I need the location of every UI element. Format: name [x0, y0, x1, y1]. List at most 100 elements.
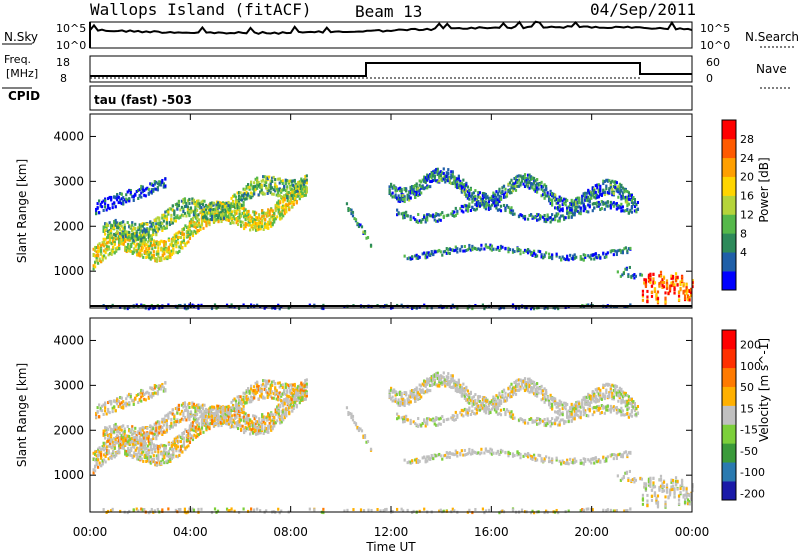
velocity-cell — [144, 432, 147, 436]
power-cell — [261, 215, 264, 219]
power-cell — [263, 192, 266, 196]
power-cell — [262, 175, 265, 179]
power-cell — [158, 218, 161, 222]
velocity-cell — [163, 451, 166, 455]
power-cell — [194, 225, 198, 229]
velocity-cell — [161, 430, 164, 434]
velocity-cell — [274, 421, 277, 425]
power-cell — [603, 193, 606, 197]
power-cell — [511, 250, 515, 254]
power-cell — [191, 201, 194, 205]
power-cell — [176, 251, 179, 255]
power-cell — [230, 221, 234, 225]
power-cell — [280, 212, 283, 216]
power-cell — [286, 185, 289, 189]
power-cell — [546, 194, 549, 198]
velocity-cell — [191, 438, 195, 442]
power-cell — [418, 255, 421, 259]
power-cell — [523, 217, 527, 221]
power-cell — [268, 183, 271, 187]
power-cell — [460, 186, 463, 190]
velocity-cell — [103, 448, 106, 452]
power-cell — [122, 230, 125, 234]
power-cell — [596, 193, 599, 197]
power-cell — [157, 254, 160, 258]
velocity-cell — [110, 433, 113, 437]
velocity-cell — [107, 457, 110, 461]
power-cell — [264, 225, 267, 229]
power-cell — [149, 220, 152, 224]
power-cell — [213, 303, 217, 307]
power-cell — [588, 191, 591, 195]
velocity-cell — [148, 451, 151, 455]
velocity-cell — [111, 428, 114, 432]
power-cell — [671, 276, 675, 280]
power-cell — [263, 175, 266, 179]
power-cell — [629, 246, 632, 250]
power-cell — [350, 212, 353, 216]
power-cell — [143, 238, 146, 242]
power-cell — [96, 206, 99, 210]
power-cell — [511, 209, 515, 213]
power-cell — [253, 189, 256, 193]
power-cell — [139, 253, 142, 257]
power-cell — [608, 189, 611, 193]
power-cell — [511, 212, 515, 216]
velocity-cell — [106, 449, 109, 453]
power-cell — [151, 253, 154, 257]
power-cell — [201, 199, 205, 203]
velocity-cell — [104, 433, 107, 437]
power-cell — [129, 225, 132, 229]
power-cell — [534, 254, 537, 258]
velocity-cell — [155, 429, 158, 433]
velocity-cell — [97, 458, 100, 462]
power-cell — [146, 228, 149, 232]
power-cell — [435, 214, 438, 218]
power-cell — [110, 248, 113, 252]
power-cell — [435, 250, 438, 254]
power-cell — [134, 227, 137, 231]
power-cell — [268, 220, 271, 224]
velocity-cell — [255, 415, 258, 419]
power-cell — [546, 213, 549, 217]
power-cell — [116, 246, 119, 250]
velocity-cell — [122, 436, 125, 440]
power-cell — [125, 197, 128, 201]
power-cell — [617, 206, 620, 210]
velocity-cell — [298, 401, 301, 405]
power-cell — [402, 216, 405, 220]
power-cell — [400, 190, 403, 194]
velocity-cell — [185, 430, 189, 434]
power-cell — [279, 213, 282, 217]
power-cell — [420, 185, 423, 189]
velocity-cell — [261, 415, 264, 419]
power-cell — [549, 198, 552, 202]
power-cell — [210, 214, 214, 218]
velocity-cell — [141, 437, 144, 441]
power-cell — [545, 251, 548, 255]
power-cell — [599, 208, 602, 212]
power-cell — [189, 210, 193, 214]
velocity-cell — [181, 450, 184, 454]
power-cell — [114, 223, 117, 227]
power-cell — [620, 188, 623, 192]
power-cell — [481, 197, 485, 201]
power-cell — [215, 203, 218, 207]
power-cell — [456, 209, 459, 213]
power-cell — [136, 242, 139, 246]
power-cell — [113, 251, 116, 255]
power-cell — [242, 194, 245, 198]
velocity-cell — [124, 452, 127, 456]
power-cell — [259, 224, 262, 228]
power-cell — [585, 198, 588, 202]
power-cell — [423, 251, 426, 255]
power-cell — [280, 195, 283, 199]
power-cell — [167, 303, 170, 307]
power-cell — [238, 216, 241, 220]
velocity-cell — [179, 440, 182, 444]
power-cell — [228, 208, 232, 212]
power-cell — [170, 244, 173, 248]
power-cell — [137, 247, 140, 251]
power-cell — [165, 221, 168, 225]
power-cell — [430, 214, 433, 218]
